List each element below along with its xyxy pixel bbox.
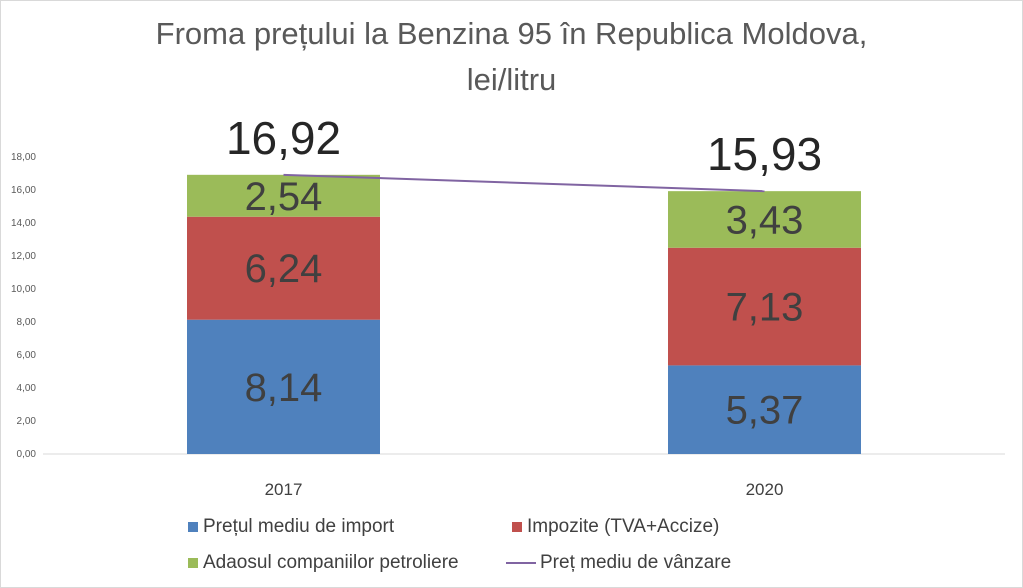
legend-label-margin: Adaosul companiilor petroliere	[203, 552, 459, 573]
legend-swatch-price	[506, 562, 536, 564]
chart-title-line2: lei/litru	[466, 62, 557, 97]
x-tick-label: 2017	[265, 480, 303, 499]
bar-segment-label: 5,37	[726, 389, 804, 433]
legend-item-price: Preț mediu de vânzare	[506, 552, 731, 574]
bar-segment-3	[187, 174, 380, 217]
legend-label-taxes: Impozite (TVA+Accize)	[527, 516, 720, 537]
bar-segment-label: 2,54	[245, 175, 323, 219]
price-line	[283, 173, 765, 193]
price-data-label: 16,92	[226, 112, 341, 164]
bar-segment-2	[668, 247, 861, 366]
bar-segment-label: 7,13	[726, 286, 804, 330]
y-tick-label: 8,00	[17, 317, 37, 328]
legend-swatch-margin	[188, 558, 198, 568]
price-data-label: 15,93	[707, 128, 822, 180]
legend-swatch-taxes	[512, 522, 522, 532]
legend-item-import: Prețul mediu de import	[188, 516, 394, 538]
bar-segment-label: 6,24	[245, 247, 323, 291]
legend-label-import: Prețul mediu de import	[203, 516, 395, 537]
legend-item-margin: Adaosul companiilor petroliere	[188, 552, 459, 574]
y-tick-label: 6,00	[17, 350, 37, 361]
bar-segment-1	[187, 319, 380, 454]
bar-segment-label: 8,14	[245, 366, 323, 410]
x-tick-label: 2020	[746, 480, 784, 499]
y-tick-label: 14,00	[11, 218, 36, 229]
legend-label-price: Preț mediu de vânzare	[540, 552, 732, 573]
y-tick-label: 18,00	[11, 152, 36, 163]
legend-item-taxes: Impozite (TVA+Accize)	[512, 516, 719, 538]
bar-segment-1	[668, 365, 861, 454]
y-tick-label: 0,00	[17, 449, 37, 460]
y-tick-label: 2,00	[17, 416, 37, 427]
bar-segment-2	[187, 216, 380, 320]
y-tick-label: 4,00	[17, 383, 37, 394]
bar-segment-3	[668, 191, 861, 248]
y-tick-label: 16,00	[11, 185, 36, 196]
bar-segment-label: 3,43	[726, 198, 804, 242]
chart-title: Froma prețului la Benzina 95 în Republic…	[155, 16, 868, 51]
y-tick-label: 10,00	[11, 284, 36, 295]
legend-swatch-import	[188, 522, 198, 532]
y-tick-label: 12,00	[11, 251, 36, 262]
